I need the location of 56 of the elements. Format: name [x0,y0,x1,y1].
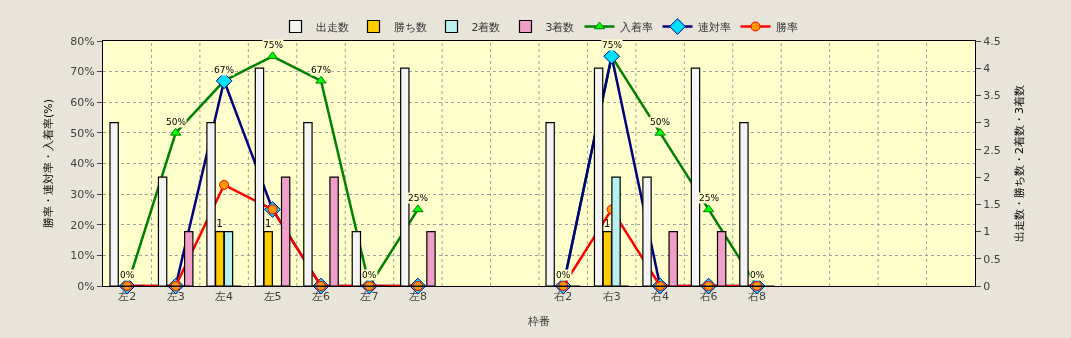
y-tick-label: 80% [70,34,95,48]
y2-tick-label: 0 [983,279,991,293]
data-label: 0% [362,270,377,280]
x-tick-label: 右6 [699,290,718,304]
data-label: 1 [265,217,272,229]
y2-tick-label: 4 [983,62,991,76]
y-tick-label: 60% [70,96,95,110]
data-label: 25% [408,193,429,203]
y2-axis-title: 出走数・勝ち数・2着数・3着数 [1012,85,1026,242]
y2-tick-label: 0.5 [983,252,1001,266]
x-tick-label: 右8 [748,290,766,304]
legend-label: 入着率 [619,20,653,34]
x-tick-label: 左4 [215,290,234,304]
y-tick-label: 70% [70,65,95,79]
x-tick-label: 右4 [651,290,670,304]
data-label: 0% [750,270,765,280]
data-label: 1 [216,217,223,229]
data-label: 50% [650,117,671,127]
y2-tick-label: 2 [983,170,991,184]
data-label: 1 [604,217,611,229]
legend-label: 出走数 [315,20,349,34]
y2-tick-label: 3 [983,116,991,130]
legend-label: 連対率 [697,20,731,34]
legend-label: 勝ち数 [393,20,427,34]
y-tick-label: 50% [70,126,95,140]
y-axis-title: 勝率・連対率・入着率(%) [42,98,55,229]
y2-tick-label: 2.5 [983,143,1001,157]
x-tick-label: 左3 [166,290,185,304]
legend-label: 勝率 [775,20,798,34]
data-label: 75% [602,40,623,50]
y-tick-label: 40% [70,157,95,171]
y-tick-label: 30% [70,187,95,201]
legend-label: 2着数 [471,20,501,34]
data-label: 75% [263,40,284,50]
x-tick-label: 左5 [263,290,282,304]
data-label: 67% [214,65,235,75]
y-tick-label: 10% [70,249,95,263]
data-label: 25% [699,193,720,203]
y2-tick-label: 3.5 [983,89,1001,103]
legend-label: 3着数 [545,20,575,34]
x-tick-label: 右3 [602,290,621,304]
x-tick-label: 左8 [408,290,427,304]
data-label: 0% [556,270,571,280]
x-axis-title: 枠番 [527,315,550,329]
x-tick-label: 左2 [118,290,137,304]
x-tick-label: 右2 [554,290,573,304]
x-tick-label: 左7 [360,290,379,304]
data-label: 50% [166,117,187,127]
y2-tick-label: 1.5 [983,198,1001,212]
y-tick-label: 0% [77,279,95,293]
x-tick-label: 左6 [312,290,330,304]
y-tick-label: 20% [70,218,95,232]
y2-tick-label: 4.5 [983,34,1001,48]
y2-tick-label: 1 [983,225,991,239]
data-label: 0% [120,270,135,280]
data-label: 67% [311,65,332,75]
